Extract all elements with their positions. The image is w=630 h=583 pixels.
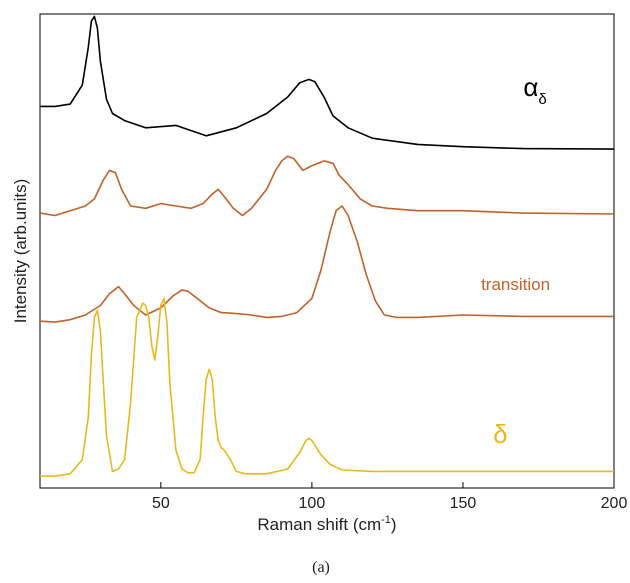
series-line-0 [40, 15, 615, 150]
x-tick-label: 150 [450, 495, 477, 512]
plot-frame [39, 13, 615, 489]
series-line-2 [39, 205, 614, 323]
x-tick-label: 200 [601, 495, 628, 512]
x-axis-label-main: Raman shift (cm [257, 515, 381, 534]
x-axis-label-sup: -1 [381, 514, 391, 526]
series-layer [39, 15, 615, 477]
series-label-2: transition [481, 275, 550, 294]
series-label-3-main: δ [493, 419, 507, 449]
series-line-1 [39, 155, 615, 217]
y-axis-label: Intensity (arb.units) [11, 179, 30, 324]
series-line-3 [40, 297, 614, 477]
panel-label: (a) [312, 559, 330, 576]
series-label-0-sub: δ [538, 91, 546, 108]
series-label-0-main: α [523, 72, 538, 102]
x-tick-label: 50 [152, 495, 170, 512]
x-axis: 50 100 150 200 [152, 482, 628, 512]
series-label-0: αδ [523, 72, 546, 108]
x-tick-label: 100 [299, 495, 326, 512]
x-axis-label-end: ) [391, 515, 397, 534]
series-label-2-main: transition [481, 275, 550, 294]
series-label-3: δ [493, 419, 507, 449]
x-axis-label: Raman shift (cm-1) [257, 514, 396, 534]
